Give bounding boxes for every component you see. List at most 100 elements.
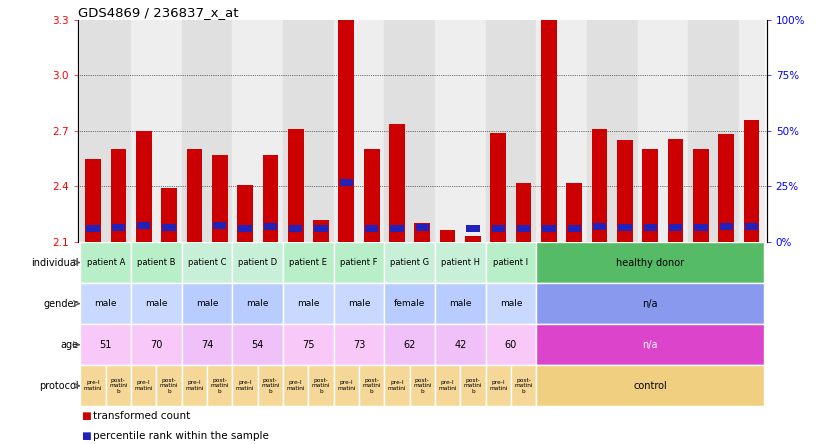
Bar — [80, 365, 106, 406]
Bar — [738, 20, 763, 242]
Text: post-
matini
b: post- matini b — [413, 378, 431, 394]
Bar — [410, 365, 434, 406]
Text: 70: 70 — [150, 340, 162, 350]
Bar — [131, 242, 182, 283]
Bar — [182, 20, 206, 242]
Text: 60: 60 — [505, 340, 517, 350]
Bar — [232, 242, 283, 283]
Bar — [515, 183, 531, 242]
Bar — [182, 324, 232, 365]
Text: pre-I
matini: pre-I matini — [438, 381, 456, 391]
Bar — [536, 324, 763, 365]
Text: post-
matini
b: post- matini b — [260, 378, 279, 394]
Bar — [743, 120, 758, 242]
Bar — [339, 179, 352, 186]
Bar — [131, 365, 156, 406]
Bar — [591, 129, 607, 242]
Bar — [744, 223, 758, 230]
Bar — [80, 324, 131, 365]
Bar — [390, 225, 403, 232]
Bar — [567, 225, 580, 232]
Bar — [131, 20, 156, 242]
Text: male: male — [196, 299, 218, 308]
Text: patient D: patient D — [238, 258, 277, 267]
Bar — [333, 242, 384, 283]
Bar — [485, 242, 536, 283]
Text: patient B: patient B — [137, 258, 175, 267]
Bar — [384, 324, 434, 365]
Bar — [541, 20, 556, 242]
Text: pre-I
matini: pre-I matini — [236, 381, 254, 391]
Bar — [161, 188, 177, 242]
Bar — [516, 225, 530, 232]
Bar — [459, 20, 485, 242]
Text: pre-I
matini: pre-I matini — [337, 381, 355, 391]
Text: pre-I
matini: pre-I matini — [84, 381, 102, 391]
Text: patient H: patient H — [441, 258, 479, 267]
Bar — [667, 139, 682, 242]
Bar — [415, 224, 428, 231]
Bar — [536, 365, 763, 406]
Bar — [232, 365, 257, 406]
Text: female: female — [393, 299, 425, 308]
Text: GDS4869 / 236837_x_at: GDS4869 / 236837_x_at — [78, 6, 238, 19]
Bar — [364, 225, 378, 232]
Bar — [434, 365, 459, 406]
Text: male: male — [145, 299, 167, 308]
Bar — [359, 365, 384, 406]
Text: healthy donor: healthy donor — [615, 258, 683, 268]
Bar — [561, 20, 586, 242]
Text: patient C: patient C — [188, 258, 226, 267]
Bar — [510, 365, 536, 406]
Bar — [80, 283, 131, 324]
Bar — [464, 237, 480, 242]
Bar — [713, 20, 738, 242]
Bar — [257, 20, 283, 242]
Bar — [106, 20, 131, 242]
Text: pre-I
matini: pre-I matini — [387, 381, 405, 391]
Bar — [137, 222, 150, 229]
Text: patient G: patient G — [390, 258, 428, 267]
Bar — [162, 224, 175, 231]
Bar — [718, 223, 732, 230]
Bar — [410, 20, 434, 242]
Text: percentile rank within the sample: percentile rank within the sample — [93, 431, 268, 441]
Bar — [717, 134, 733, 242]
Text: male: male — [449, 299, 471, 308]
Bar — [232, 283, 283, 324]
Text: individual: individual — [31, 258, 79, 268]
Bar — [641, 150, 658, 242]
Text: 54: 54 — [251, 340, 264, 350]
Bar — [283, 242, 333, 283]
Bar — [485, 20, 510, 242]
Text: n/a: n/a — [641, 298, 657, 309]
Text: post-
matini
b: post- matini b — [210, 378, 229, 394]
Bar — [459, 365, 485, 406]
Bar — [308, 365, 333, 406]
Bar — [643, 224, 656, 231]
Bar — [491, 225, 505, 232]
Bar — [206, 20, 232, 242]
Text: control: control — [632, 381, 667, 391]
Bar — [211, 155, 228, 242]
Bar — [687, 20, 713, 242]
Text: post-
matini
b: post- matini b — [463, 378, 482, 394]
Bar — [182, 283, 232, 324]
Bar — [156, 365, 182, 406]
Text: 62: 62 — [403, 340, 415, 350]
Bar — [333, 365, 359, 406]
Bar — [232, 324, 283, 365]
Bar — [213, 222, 226, 229]
Text: patient A: patient A — [87, 258, 124, 267]
Text: age: age — [61, 340, 79, 350]
Bar — [692, 150, 708, 242]
Bar — [359, 20, 384, 242]
Bar — [490, 133, 505, 242]
Bar — [262, 155, 278, 242]
Bar — [136, 131, 152, 242]
Bar — [434, 242, 485, 283]
Text: 42: 42 — [454, 340, 466, 350]
Bar — [283, 324, 333, 365]
Bar — [384, 283, 434, 324]
Bar — [313, 220, 328, 242]
